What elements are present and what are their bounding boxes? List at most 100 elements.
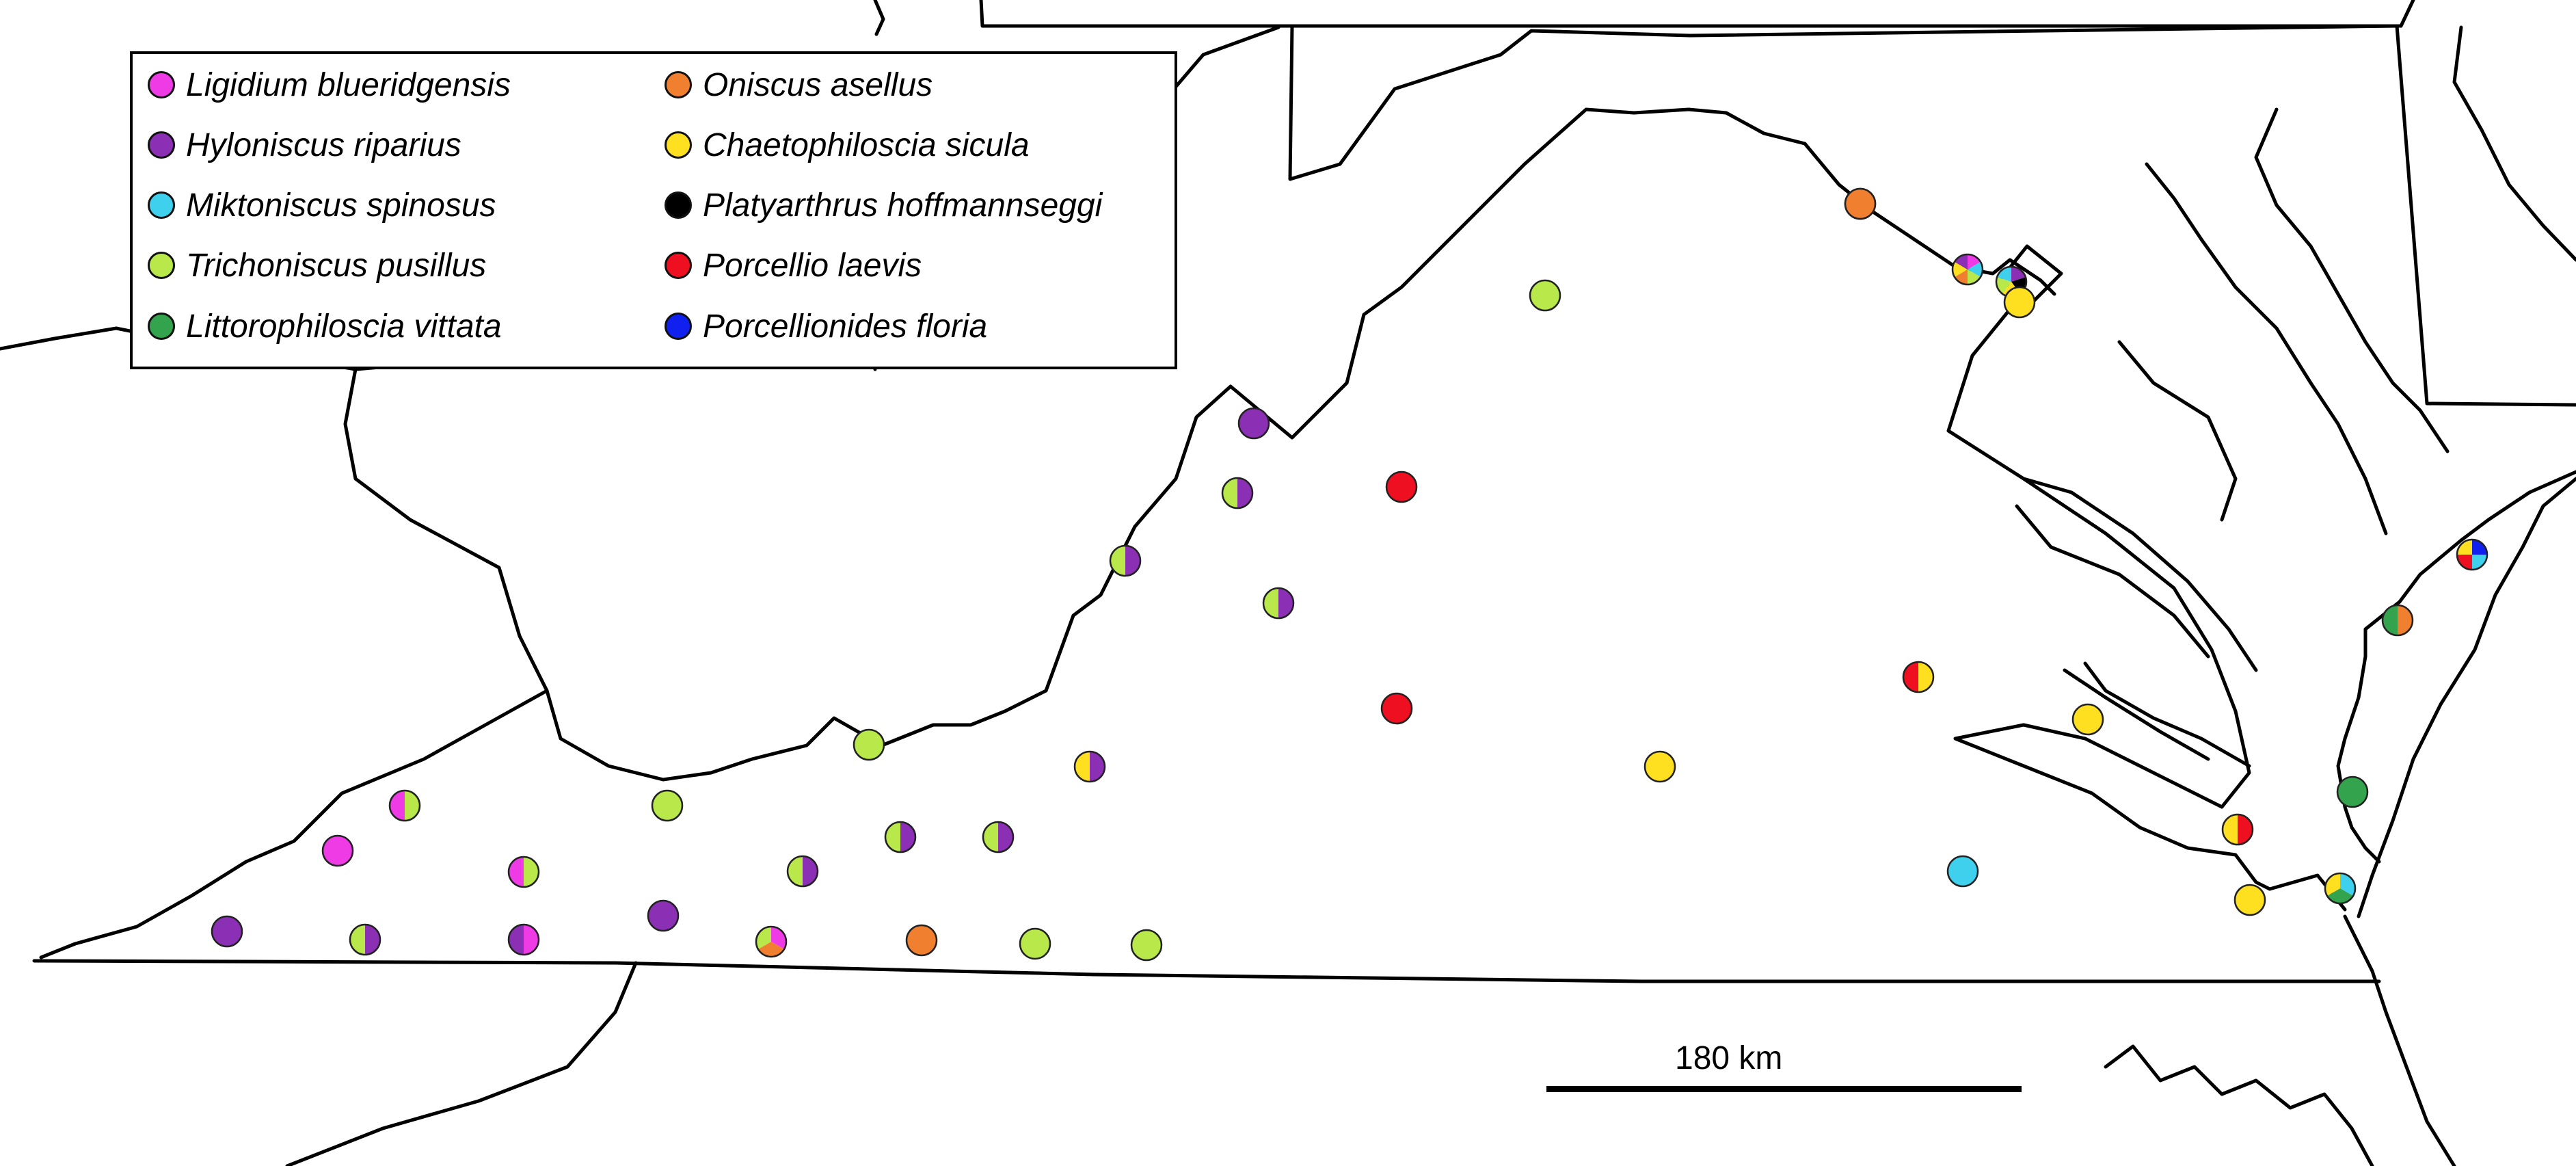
record-marker (647, 899, 680, 932)
border-potomac (1345, 107, 2056, 385)
record-marker (1073, 750, 1106, 783)
marker-outline (2221, 813, 2254, 846)
record-marker (507, 923, 540, 956)
marker-outline (211, 915, 243, 948)
marker-slice (1382, 693, 1412, 724)
marker-slice (757, 942, 785, 957)
record-marker (2003, 286, 2036, 319)
record-marker (1529, 279, 1561, 312)
marker-outline (884, 821, 917, 853)
record-marker (1951, 253, 1984, 286)
marker-outline (1221, 477, 1254, 509)
marker-slice (1090, 752, 1105, 782)
marker-outline (2003, 286, 2036, 319)
marker-slice (524, 925, 539, 955)
record-marker (853, 728, 885, 761)
marker-slice (900, 822, 915, 852)
marker-outline (1130, 929, 1163, 962)
marker-outline (1019, 927, 1051, 960)
legend-swatch-chaetophiloscia (665, 131, 692, 159)
marker-slice (1968, 262, 1983, 277)
record-marker (1385, 471, 1418, 503)
legend-item: Porcellio laevis (665, 245, 922, 286)
marker-slice (405, 791, 420, 821)
legend-swatch-ligidium (148, 71, 175, 98)
legend-label: Ligidium blueridgensis (186, 66, 511, 103)
marker-slice (2472, 540, 2487, 555)
marker-slice (2004, 287, 2035, 317)
marker-outline (507, 856, 540, 888)
river-rappahannock (2015, 504, 2210, 659)
scale-bar (1546, 1086, 2022, 1092)
marker-slice (1237, 478, 1252, 508)
marker-slice (1239, 408, 1269, 438)
marker-outline (982, 821, 1015, 853)
marker-outline (1073, 750, 1106, 783)
marker-slice (2073, 704, 2103, 734)
marker-slice (1645, 752, 1675, 782)
legend-swatch-hyloniscus (148, 131, 175, 159)
legend-swatch-miktoniscus (148, 191, 175, 219)
scale-label: 180 km (1675, 1040, 1783, 1076)
marker-outline (1262, 587, 1295, 620)
river-potomac-upper (2117, 340, 2238, 522)
marker-slice (1020, 929, 1050, 959)
marker-outline (2456, 538, 2488, 571)
marker-outline (1844, 187, 1877, 220)
marker-slice (509, 925, 524, 955)
marker-slice (1997, 267, 2011, 282)
marker-outline (2336, 776, 2369, 808)
marker-slice (885, 822, 900, 852)
marker-slice (212, 916, 242, 946)
marker-slice (1953, 262, 1968, 277)
border-wv-ky (39, 689, 549, 959)
border-md-north (1288, 24, 2399, 181)
marker-outline (853, 728, 885, 761)
border-delaware (2395, 24, 2576, 407)
river-potomac-lower (2022, 477, 2258, 672)
record-marker (507, 856, 540, 888)
record-marker (1019, 927, 1051, 960)
marker-outline (321, 834, 354, 867)
marker-outline (1902, 661, 1935, 693)
marker-slice (2238, 814, 2253, 845)
marker-outline (2381, 604, 2414, 637)
marker-outline (1951, 253, 1984, 286)
legend: Ligidium blueridgensis Hyloniscus ripari… (130, 51, 1177, 369)
shore-western (1946, 299, 2347, 912)
marker-slice (1125, 546, 1140, 576)
shore-eastern-bay (2145, 162, 2388, 535)
shore-md-rivers (2254, 107, 2450, 453)
marker-slice (1110, 546, 1125, 576)
legend-label: Hyloniscus riparius (186, 127, 461, 163)
marker-slice (1918, 662, 1933, 692)
legend-item: Porcellionides floria (665, 306, 987, 347)
marker-outline (786, 855, 819, 888)
legend-label: Trichoniscus pusillus (186, 247, 487, 284)
marker-slice (788, 856, 803, 886)
legend-item: Platyarthrus hoffmannseggi (665, 185, 1102, 226)
legend-swatch-porcellionides (665, 313, 692, 340)
border-va-south (32, 959, 2381, 983)
marker-slice (524, 857, 539, 887)
marker-slice (2383, 605, 2398, 635)
marker-outline (1643, 750, 1676, 783)
shore-western-2 (2083, 661, 2251, 768)
marker-slice (2457, 540, 2472, 555)
marker-slice (2326, 888, 2354, 904)
river-york (2063, 668, 2210, 761)
record-marker (755, 925, 788, 958)
record-marker (321, 834, 354, 867)
record-marker (1902, 661, 1935, 693)
record-marker (1643, 750, 1676, 783)
record-marker (884, 821, 917, 853)
marker-slice (1075, 752, 1090, 782)
marker-slice (854, 730, 884, 760)
marker-slice (1131, 930, 1162, 960)
marker-slice (1530, 280, 1560, 310)
record-marker (1237, 407, 1270, 440)
record-marker (2233, 884, 2266, 916)
marker-slice (390, 791, 405, 821)
marker-slice (1263, 588, 1278, 618)
